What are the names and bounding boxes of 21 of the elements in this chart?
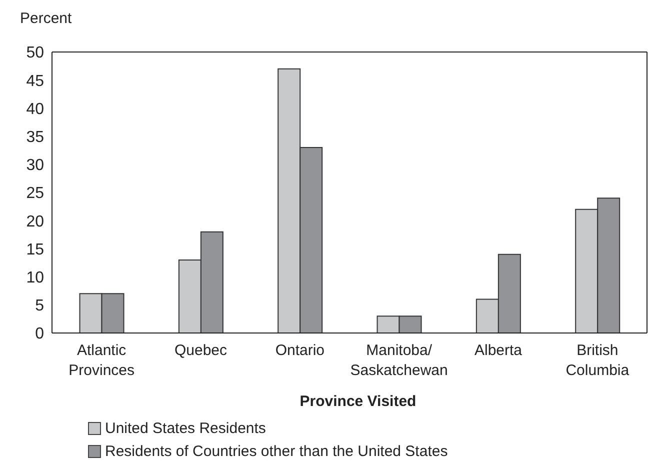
x-tick-label: Manitoba/ Saskatchewan xyxy=(350,342,448,379)
y-tick-label: 5 xyxy=(35,298,44,315)
y-tick-label: 50 xyxy=(26,44,44,62)
y-tick-label: 40 xyxy=(26,100,44,118)
x-tick-label: Atlantic Provinces xyxy=(68,342,135,379)
x-axis-title: Province Visited xyxy=(298,393,418,410)
y-tick-label: 0 xyxy=(35,326,44,343)
x-tick-label: Ontario xyxy=(275,342,325,359)
x-tick-label: Alberta xyxy=(474,342,523,359)
x-tick-label: British Columbia xyxy=(566,342,630,379)
y-tick-label: 15 xyxy=(26,241,44,258)
x-tick-label: Quebec xyxy=(174,342,228,359)
legend-label: United States Residents xyxy=(105,420,266,437)
y-tick-label: 10 xyxy=(26,269,44,286)
y-tick-label: 35 xyxy=(26,128,44,146)
y-tick-label: 45 xyxy=(26,72,44,90)
legend-label: Residents of Countries other than the United States xyxy=(105,443,448,460)
y-tick-label: 25 xyxy=(26,185,44,202)
y-axis-title: Percent xyxy=(20,10,72,27)
y-tick-label: 30 xyxy=(26,157,44,174)
y-tick-label: 20 xyxy=(26,213,44,230)
